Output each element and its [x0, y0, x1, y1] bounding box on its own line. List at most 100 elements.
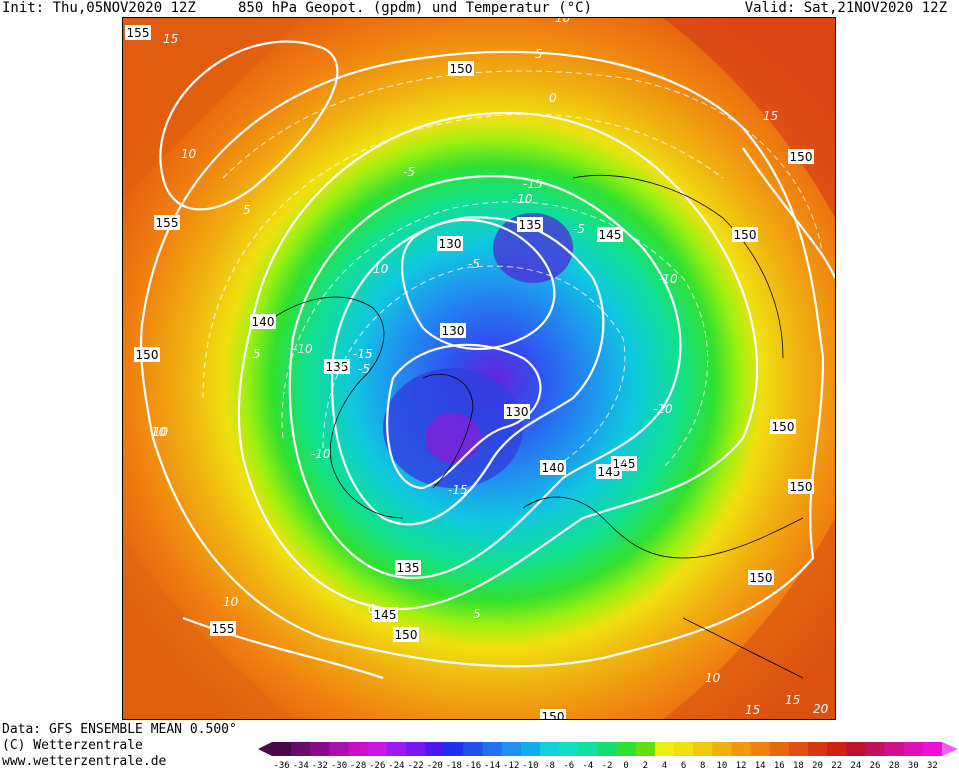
geopotential-label: 145	[597, 227, 623, 242]
temperature-label: 0	[368, 602, 376, 616]
colorbar-tick-label: -6	[563, 761, 574, 770]
colorbar-segment	[463, 742, 484, 756]
temperature-label: -10	[658, 272, 678, 286]
geopotential-label: 135	[324, 359, 350, 374]
colorbar-tick-label: 32	[927, 761, 938, 770]
temperature-label: 10	[373, 262, 389, 276]
temperature-label: 15	[785, 693, 800, 707]
geopotential-label: 150	[788, 149, 814, 164]
temperature-label: 15	[763, 109, 778, 123]
colorbar-segment	[386, 742, 407, 756]
coastline-siberia	[572, 175, 784, 359]
coastline-greenland	[422, 373, 474, 489]
temperature-label: 10	[223, 595, 239, 609]
temperature-label: 5	[473, 607, 481, 621]
colorbar-tick-label: 14	[755, 761, 766, 770]
geopotential-label-text: 135	[519, 218, 542, 232]
colorbar-tick-label: -16	[465, 761, 481, 770]
geopotential-label-text: 150	[734, 228, 757, 242]
temperature-label: -10	[311, 447, 331, 461]
init-time-label: Init: Thu,05NOV2020 12Z	[2, 0, 196, 16]
geopotential-label-text: 130	[442, 324, 465, 338]
map-title: 850 hPa Geopot. (gpdm) und Temperatur (°…	[238, 0, 593, 16]
colorbar-tick-label: -8	[544, 761, 555, 770]
colorbar-arrow-left	[258, 742, 272, 756]
colorbar-segment	[501, 742, 522, 756]
temperature-label: -15	[523, 177, 543, 191]
colorbar-tick-label: 6	[681, 761, 686, 770]
geopotential-label: 140	[540, 460, 566, 475]
colorbar-tick-label: -28	[350, 761, 366, 770]
colorbar-segment	[674, 742, 694, 756]
geopotential-label: 135	[517, 217, 543, 232]
colorbar-segment	[540, 742, 560, 756]
contour-140	[288, 174, 682, 580]
coastline-africa	[682, 617, 804, 679]
coastline-north-america	[272, 296, 404, 519]
colorbar-segment	[922, 742, 943, 756]
colorbar-segment	[291, 742, 311, 756]
colorbar-tick-label: 26	[870, 761, 881, 770]
colorbar-tick-label: 24	[850, 761, 861, 770]
colorbar-segment	[367, 742, 388, 756]
geopotential-label: 155	[210, 621, 236, 636]
geopotential-label-text: 135	[397, 561, 420, 575]
colorbar-segment	[635, 742, 656, 756]
colorbar-segment	[597, 742, 618, 756]
temperature-label: -5	[403, 165, 415, 179]
temperature-label: 10	[555, 18, 571, 25]
geopotential-label: 130	[504, 404, 530, 419]
colorbar-segment	[903, 742, 924, 756]
geopotential-label: 150	[540, 709, 566, 719]
geopotential-label: 150	[788, 479, 814, 494]
temperature-label: -5	[573, 222, 585, 236]
colorbar-segment	[769, 742, 790, 756]
geopotential-label-text: 150	[450, 62, 473, 76]
colorbar-segment	[712, 742, 732, 756]
coastlines	[272, 175, 804, 679]
geopotential-label-text: 150	[790, 150, 813, 164]
geopotential-label-text: 130	[439, 237, 462, 251]
colorbar-segment	[520, 742, 541, 756]
temperature-label: 5	[243, 203, 251, 217]
temperature-label: -10	[513, 192, 533, 206]
data-source-label: Data: GFS ENSEMBLE MEAN 0.500°	[2, 722, 237, 737]
colorbar-segment	[482, 742, 503, 756]
colorbar-tick-label: -34	[293, 761, 309, 770]
geopotential-label-text: 150	[542, 710, 565, 719]
colorbar-tick-label: 20	[812, 761, 823, 770]
temperature-label: 10	[181, 147, 197, 161]
isotherm-m10	[322, 265, 626, 469]
colorbar-segment	[788, 742, 809, 756]
colorbar-tick-label: -26	[369, 761, 385, 770]
colorbar-tick-label: -24	[388, 761, 404, 770]
geopotential-label: 155	[154, 215, 180, 230]
temperature-label: -15	[448, 483, 468, 497]
colorbar-segment	[578, 742, 598, 756]
temperature-label: 5	[535, 47, 543, 61]
geopotential-label-text: 140	[252, 315, 275, 329]
colorbar-tick-label: -2	[602, 761, 613, 770]
colorbar-segment	[329, 742, 350, 756]
colorbar-tick-label: -22	[407, 761, 423, 770]
colorbar-segment	[827, 742, 847, 756]
colorbar-segment	[425, 742, 445, 756]
temperature-isotherms	[202, 70, 824, 469]
geopotential-label: 145	[611, 456, 637, 471]
temperature-label: 15	[163, 32, 178, 46]
geopotential-label-text: 145	[599, 228, 622, 242]
colorbar-segment	[310, 742, 330, 756]
geopotential-label-text: 135	[326, 360, 349, 374]
colorbar-tick-label: 18	[793, 761, 804, 770]
isotherm-m5	[281, 201, 709, 469]
temperature-label: -5	[618, 457, 630, 471]
geopotential-label-text: 130	[506, 405, 529, 419]
colorbar-segment	[272, 742, 292, 756]
temperature-label: 10	[151, 425, 167, 439]
copyright-label: (C) Wetterzentrale	[2, 738, 143, 753]
colorbar-tick-label: -20	[427, 761, 443, 770]
geopotential-label-text: 150	[750, 571, 773, 585]
geopotential-contours	[139, 40, 835, 680]
temperature-label: -10	[653, 402, 673, 416]
